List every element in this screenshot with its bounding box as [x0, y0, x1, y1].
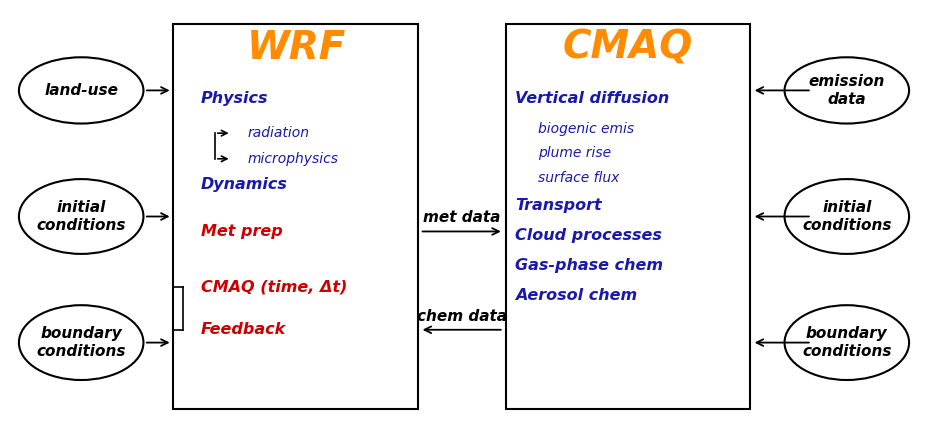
Text: emission
data: emission data — [807, 74, 884, 107]
Text: initial
conditions: initial conditions — [36, 200, 126, 233]
Ellipse shape — [783, 57, 908, 123]
Text: biogenic emis: biogenic emis — [538, 122, 633, 136]
Text: CMAQ (time, Δt): CMAQ (time, Δt) — [201, 280, 347, 294]
Text: Cloud processes: Cloud processes — [514, 228, 661, 243]
Text: surface flux: surface flux — [538, 171, 618, 185]
Text: plume rise: plume rise — [538, 146, 610, 160]
Text: met data: met data — [423, 210, 501, 225]
Ellipse shape — [783, 179, 908, 254]
Ellipse shape — [19, 305, 144, 380]
Text: CMAQ: CMAQ — [563, 29, 692, 67]
Text: chem data: chem data — [417, 309, 507, 324]
Text: Feedback: Feedback — [201, 322, 286, 337]
Text: WRF: WRF — [247, 29, 346, 67]
Ellipse shape — [19, 57, 144, 123]
Ellipse shape — [783, 305, 908, 380]
Text: initial
conditions: initial conditions — [801, 200, 891, 233]
Text: microphysics: microphysics — [247, 152, 337, 166]
Text: Aerosol chem: Aerosol chem — [514, 288, 636, 303]
Text: radiation: radiation — [247, 126, 309, 140]
Text: Vertical diffusion: Vertical diffusion — [514, 91, 668, 107]
Text: boundary
conditions: boundary conditions — [36, 326, 126, 359]
Text: land-use: land-use — [44, 83, 118, 98]
Text: Dynamics: Dynamics — [201, 177, 287, 192]
Bar — [173, 24, 417, 409]
Text: boundary
conditions: boundary conditions — [801, 326, 891, 359]
Bar — [505, 24, 749, 409]
Text: Transport: Transport — [514, 198, 601, 213]
Ellipse shape — [19, 179, 144, 254]
Text: Met prep: Met prep — [201, 224, 283, 239]
Text: Gas-phase chem: Gas-phase chem — [514, 258, 662, 273]
Text: Physics: Physics — [201, 91, 268, 107]
